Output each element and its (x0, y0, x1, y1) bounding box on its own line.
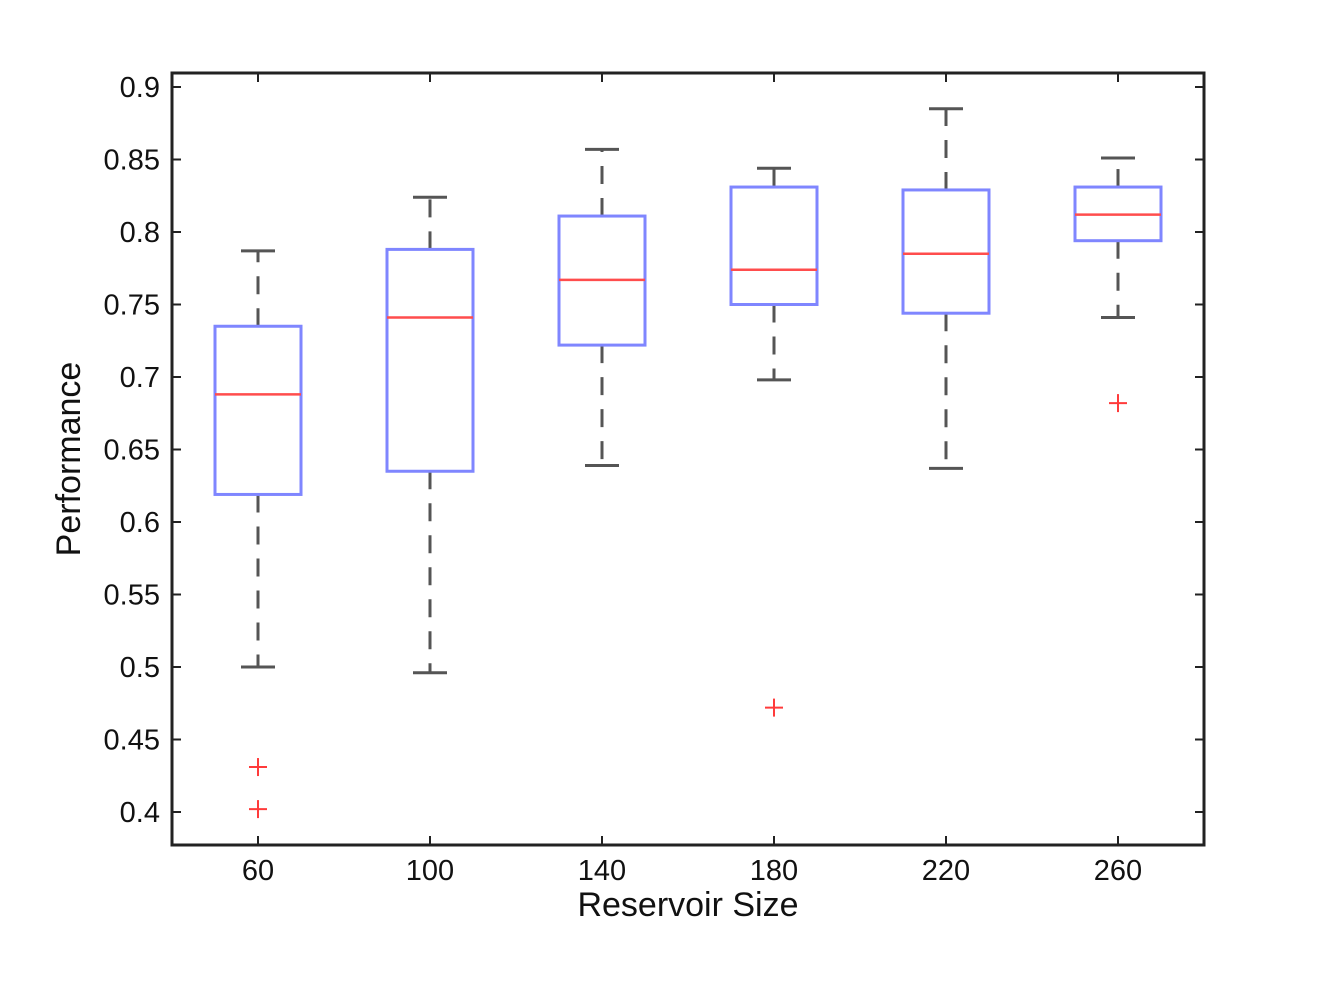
box-series (213, 107, 1163, 819)
outlier-marker (1109, 394, 1127, 413)
y-tick-label: 0.7 (120, 362, 160, 394)
x-axis: 60 100 140 180 220 260 (242, 73, 1142, 887)
y-tick-label: 0.65 (104, 435, 160, 467)
y-tick-label: 0.6 (120, 507, 160, 539)
plot-frame (170, 71, 1206, 847)
outlier-marker (765, 698, 783, 717)
x-tick-label: 100 (406, 855, 454, 887)
box-60 (213, 249, 303, 819)
y-tick-label: 0.9 (120, 72, 160, 104)
box-260 (1073, 156, 1163, 413)
box-220 (901, 107, 991, 470)
y-tick-label: 0.85 (104, 145, 160, 177)
x-tick-label: 140 (578, 855, 626, 887)
x-tick-label: 260 (1094, 855, 1142, 887)
y-tick-label: 0.45 (104, 725, 160, 757)
x-tick-label: 180 (750, 855, 798, 887)
box-100 (385, 195, 475, 675)
y-tick-label: 0.75 (104, 290, 160, 322)
x-tick-label: 60 (242, 855, 274, 887)
x-tick-label: 220 (922, 855, 970, 887)
iqr-box (729, 185, 819, 306)
x-axis-title: Reservoir Size (577, 886, 798, 924)
box-140 (557, 147, 647, 467)
y-tick-label: 0.55 (104, 580, 160, 612)
box-180 (729, 166, 819, 717)
y-axis-title: Performance (50, 362, 88, 557)
iqr-box (385, 247, 475, 473)
outlier-marker (249, 758, 267, 777)
y-tick-label: 0.8 (120, 217, 160, 249)
outlier-marker (249, 800, 267, 819)
iqr-box (213, 324, 303, 496)
iqr-box (901, 188, 991, 315)
y-tick-label: 0.5 (120, 652, 160, 684)
y-tick-label: 0.4 (120, 797, 160, 829)
y-axis: 0.4 0.45 0.5 0.55 0.6 0.65 0.7 0.75 0.8 0.85 0.9 (104, 72, 1204, 829)
